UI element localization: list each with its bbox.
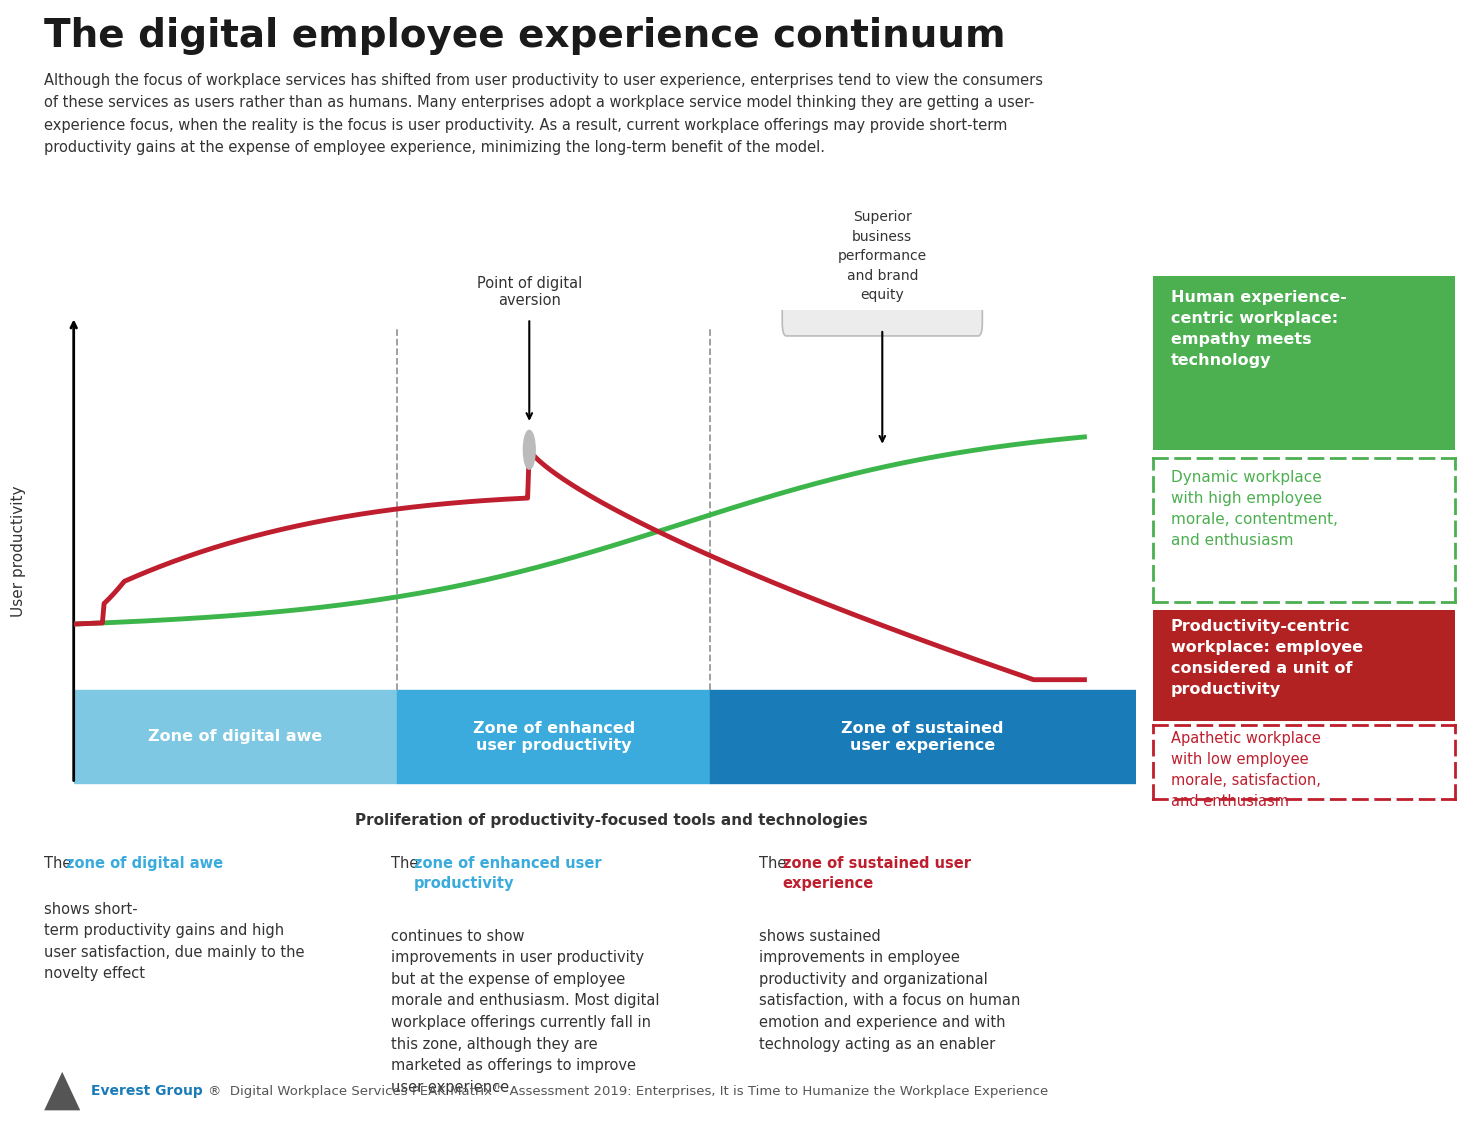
Text: User productivity: User productivity xyxy=(10,486,25,617)
Text: The: The xyxy=(44,856,77,870)
Text: shows sustained
improvements in employee
productivity and organizational
satisfa: shows sustained improvements in employee… xyxy=(759,929,1020,1052)
FancyBboxPatch shape xyxy=(783,177,982,336)
Text: Productivity-centric
workplace: employee
considered a unit of
productivity: Productivity-centric workplace: employee… xyxy=(1170,619,1363,697)
Text: continues to show
improvements in user productivity
but at the expense of employ: continues to show improvements in user p… xyxy=(391,929,659,1094)
Text: Human experience-
centric workplace:
empathy meets
technology: Human experience- centric workplace: emp… xyxy=(1170,289,1347,368)
Text: Zone of sustained
user experience: Zone of sustained user experience xyxy=(842,721,1004,753)
Text: Apathetic workplace
with low employee
morale, satisfaction,
and enthusiasm: Apathetic workplace with low employee mo… xyxy=(1170,731,1321,810)
Text: shows short-
term productivity gains and high
user satisfaction, due mainly to t: shows short- term productivity gains and… xyxy=(44,902,305,982)
Text: zone of enhanced user
productivity: zone of enhanced user productivity xyxy=(414,856,601,891)
Text: The digital employee experience continuum: The digital employee experience continuu… xyxy=(44,17,1005,55)
Text: zone of digital awe: zone of digital awe xyxy=(66,856,223,870)
Circle shape xyxy=(523,431,535,468)
Text: The: The xyxy=(759,856,792,870)
Text: The: The xyxy=(391,856,423,870)
Text: zone of sustained user
experience: zone of sustained user experience xyxy=(783,856,971,891)
Text: Zone of digital awe: Zone of digital awe xyxy=(149,730,323,744)
Text: ®  Digital Workplace Services PEAK Matrix™ Assessment 2019: Enterprises, It is T: ® Digital Workplace Services PEAK Matrix… xyxy=(208,1084,1048,1098)
Text: Proliferation of productivity-focused tools and technologies: Proliferation of productivity-focused to… xyxy=(355,813,868,828)
Text: Point of digital
aversion: Point of digital aversion xyxy=(476,276,582,307)
Text: Dynamic workplace
with high employee
morale, contentment,
and enthusiasm: Dynamic workplace with high employee mor… xyxy=(1170,470,1338,548)
Text: Superior
business
performance
and brand
equity: Superior business performance and brand … xyxy=(837,211,927,303)
Text: Zone of enhanced
user productivity: Zone of enhanced user productivity xyxy=(473,721,635,753)
Text: Although the focus of workplace services has shifted from user productivity to u: Although the focus of workplace services… xyxy=(44,73,1044,154)
Polygon shape xyxy=(44,1072,80,1110)
Text: Everest Group: Everest Group xyxy=(91,1084,203,1098)
